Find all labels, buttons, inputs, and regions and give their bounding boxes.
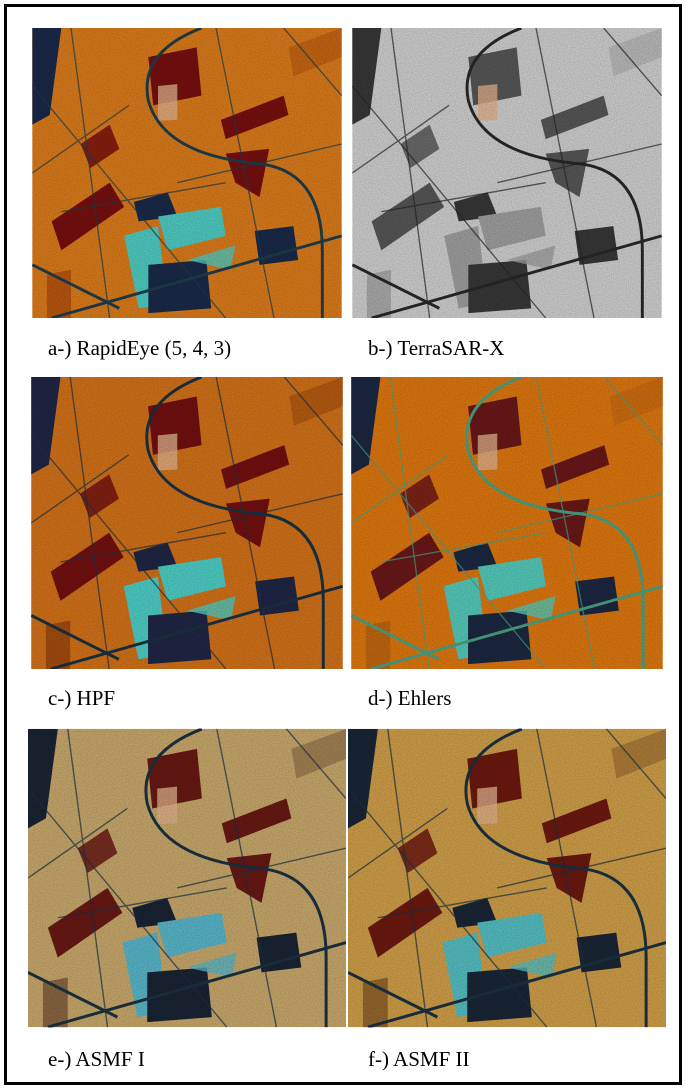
caption: d-) Ehlers	[368, 686, 451, 711]
caption: b-) TerraSAR-X	[368, 336, 504, 361]
caption: c-) HPF	[48, 686, 115, 711]
caption: f-) ASMF II	[368, 1047, 470, 1072]
page: a-) RapidEye (5, 4, 3) b-) TerraSAR-X c-…	[0, 0, 686, 1089]
panel-image	[348, 28, 666, 318]
panel-image	[348, 377, 666, 669]
panel-image	[28, 726, 346, 1030]
caption: a-) RapidEye (5, 4, 3)	[48, 336, 231, 361]
panel-image	[28, 377, 346, 669]
panel-image	[348, 726, 666, 1030]
panel-image	[28, 28, 346, 318]
caption: e-) ASMF I	[48, 1047, 145, 1072]
